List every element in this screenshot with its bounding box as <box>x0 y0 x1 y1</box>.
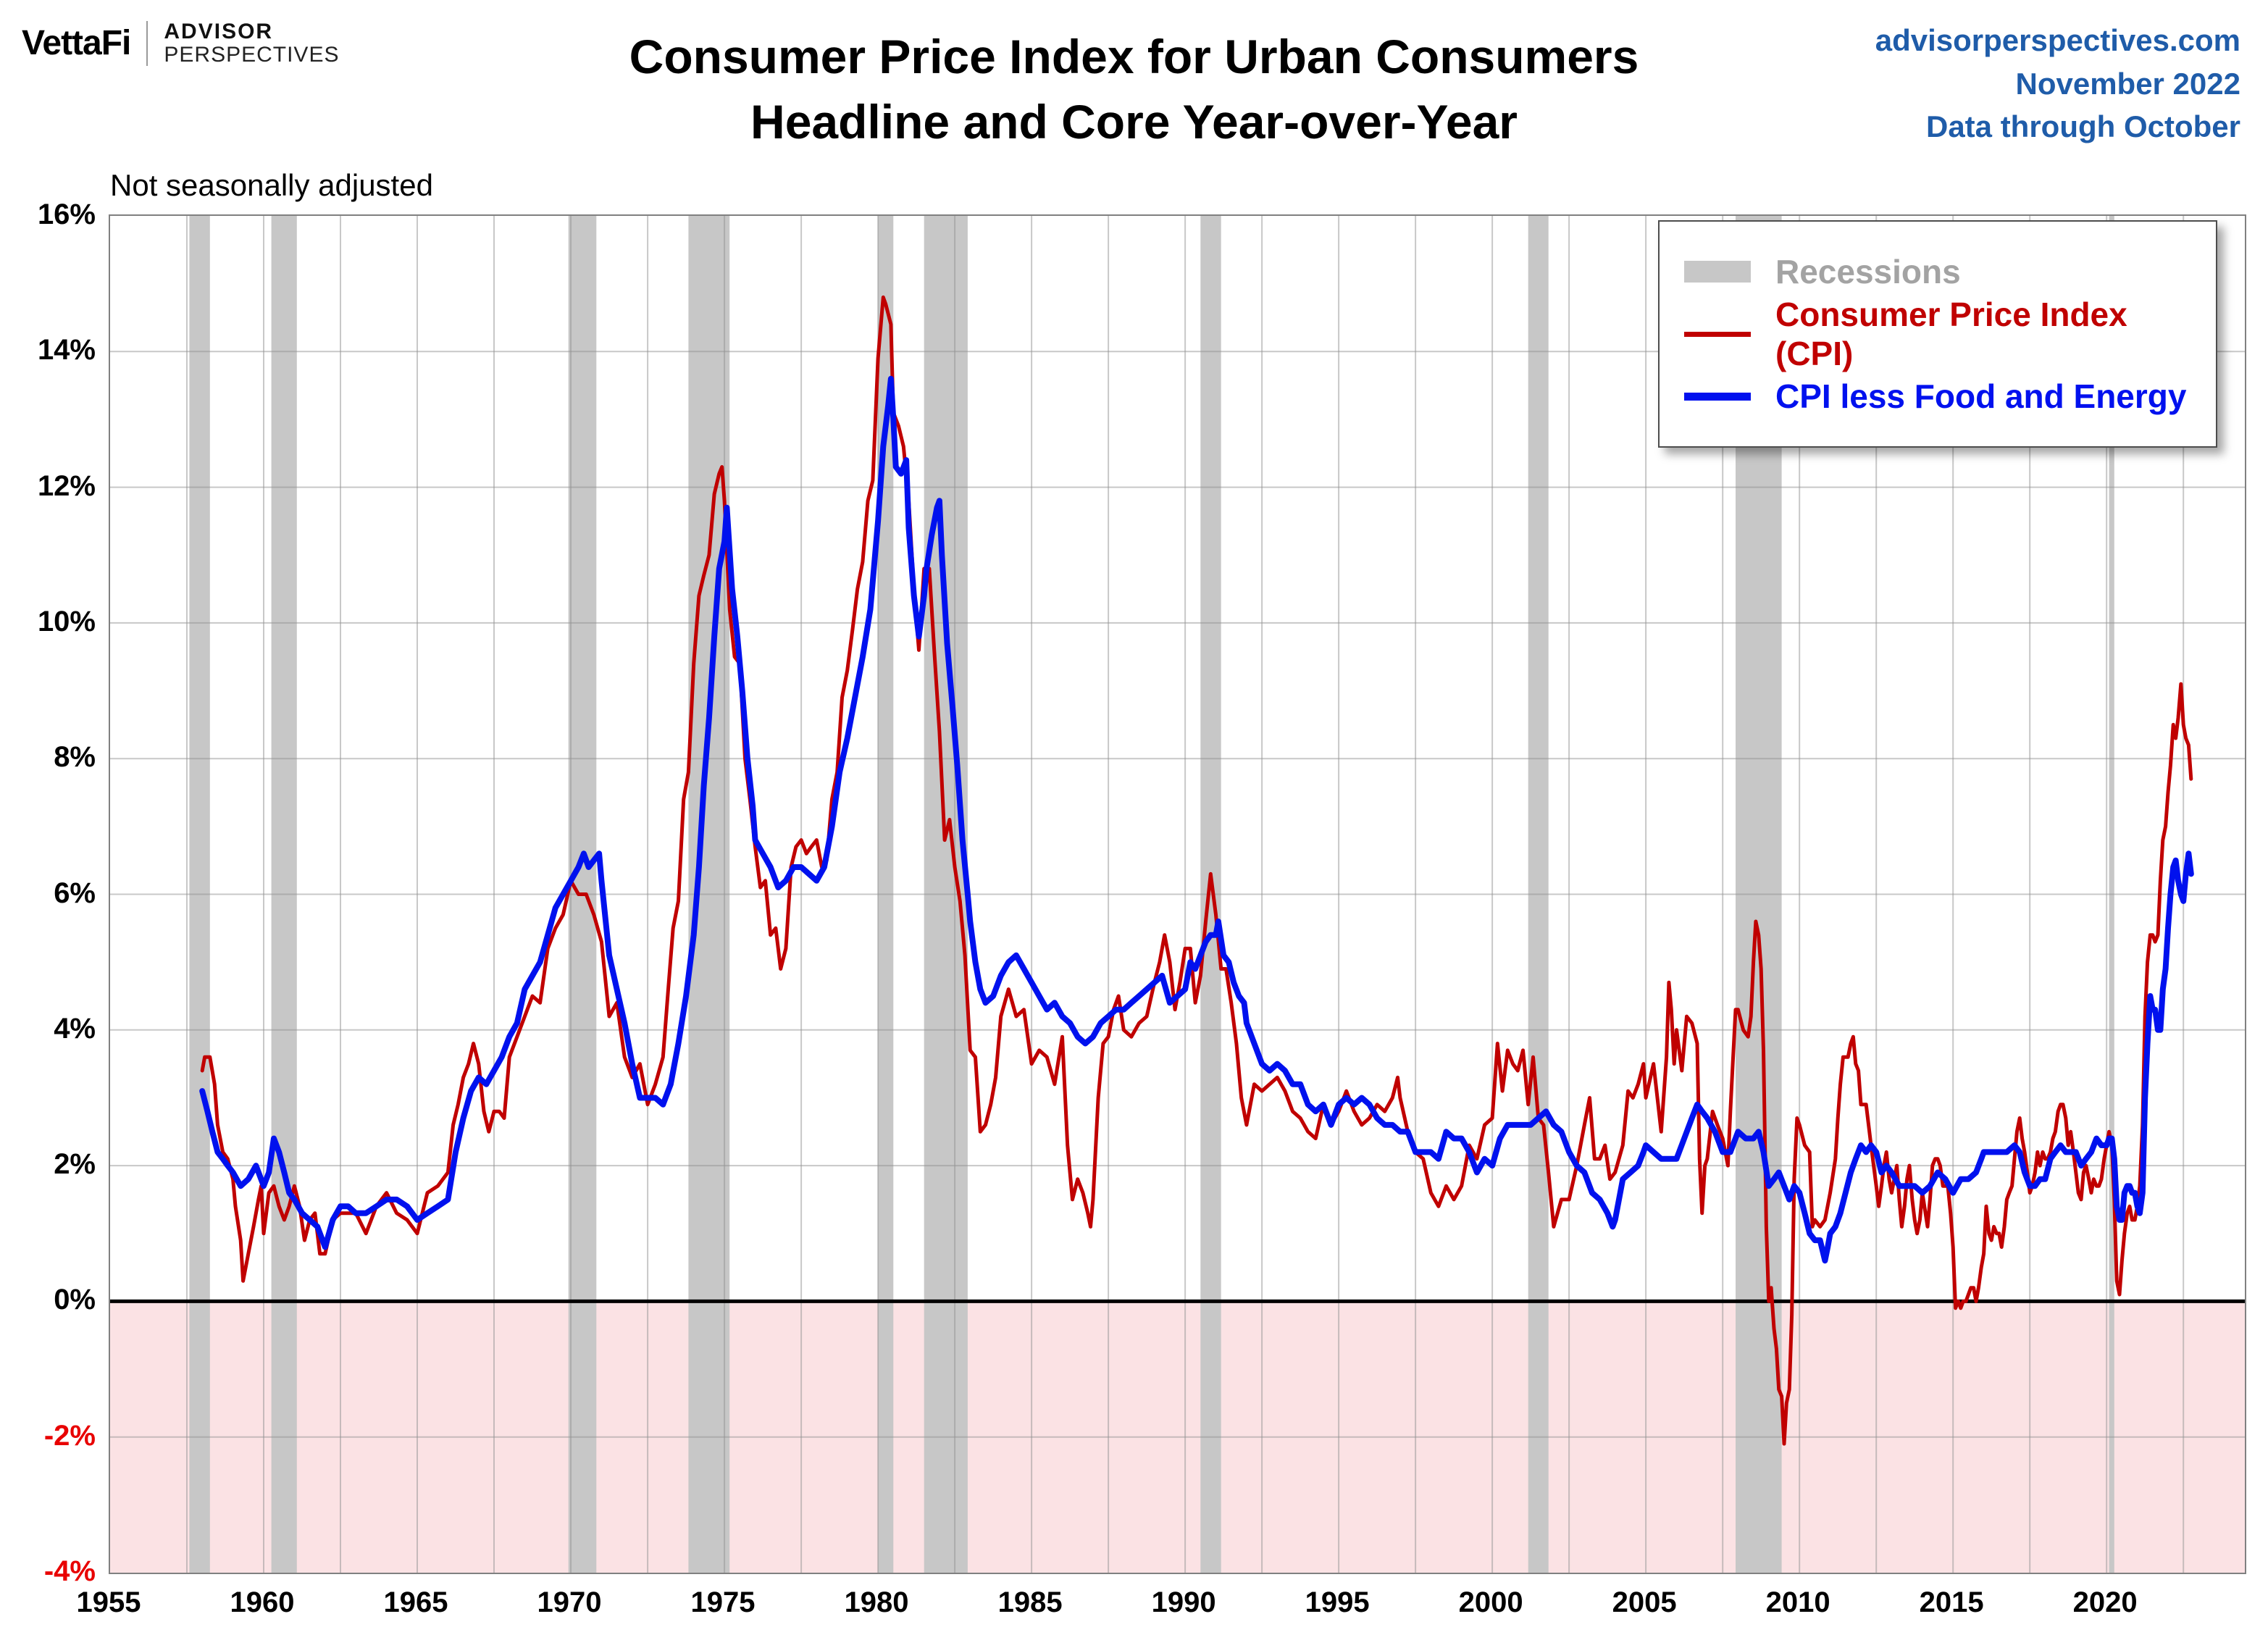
legend-row-cpi: Consumer Price Index (CPI) <box>1684 296 2191 372</box>
chart-title-line1: Consumer Price Index for Urban Consumers <box>629 30 1639 83</box>
source-block: advisorperspectives.com November 2022 Da… <box>1875 19 2240 149</box>
advisor-perspectives-wordmark: ADVISOR PERSPECTIVES <box>164 20 339 66</box>
core-line-swatch-rect <box>1684 392 1751 401</box>
chart-title: Consumer Price Index for Urban Consumers… <box>0 25 2268 155</box>
x-tick-label: 2020 <box>2072 1586 2138 1618</box>
recession-swatch-rect <box>1684 261 1751 283</box>
source-site: advisorperspectives.com <box>1875 23 2240 57</box>
x-tick-label: 1985 <box>997 1586 1063 1618</box>
legend: Recessions Consumer Price Index (CPI) CP… <box>1658 220 2217 448</box>
legend-label-core: CPI less Food and Energy <box>1775 377 2187 415</box>
source-through: Data through October <box>1925 109 2240 144</box>
y-tick-label: 14% <box>37 334 96 367</box>
legend-row-recessions: Recessions <box>1684 240 2191 303</box>
x-tick-label: 1990 <box>1151 1586 1216 1618</box>
y-tick-label: 2% <box>54 1148 96 1181</box>
cpi-line-chart <box>110 216 2245 1573</box>
recession-swatch <box>1684 261 1751 283</box>
wordmark-line1: ADVISOR <box>164 20 274 43</box>
x-tick-label: 1995 <box>1305 1586 1370 1618</box>
x-tick-label: 1965 <box>383 1586 448 1618</box>
legend-label-cpi: Consumer Price Index (CPI) <box>1775 296 2127 372</box>
y-tick-label: -2% <box>43 1419 96 1452</box>
vettafi-logo: VettaFi ADVISOR PERSPECTIVES <box>22 20 339 66</box>
x-tick-label: 1960 <box>230 1586 295 1618</box>
x-tick-label: 1970 <box>537 1586 602 1618</box>
y-tick-label: 8% <box>54 741 96 774</box>
cpi-line-swatch-rect <box>1684 331 1751 337</box>
legend-label-recessions: Recessions <box>1775 253 1961 290</box>
y-tick-label: 0% <box>54 1284 96 1316</box>
y-tick-label: 10% <box>37 605 96 637</box>
x-tick-label: 1975 <box>690 1586 756 1618</box>
chart-title-line2: Headline and Core Year-over-Year <box>750 94 1518 149</box>
not-seasonally-adjusted-note: Not seasonally adjusted <box>110 168 433 202</box>
series-core <box>199 375 2194 1264</box>
y-tick-label: 16% <box>37 198 96 230</box>
logo-divider <box>146 20 148 66</box>
legend-row-core: CPI less Food and Energy <box>1684 365 2191 427</box>
source-date: November 2022 <box>2015 66 2240 101</box>
cpi-line-swatch <box>1684 331 1751 337</box>
brand-name: VettaFi <box>22 24 131 62</box>
x-tick-label: 2005 <box>1612 1586 1677 1618</box>
x-tick-label: 1980 <box>844 1586 909 1618</box>
x-tick-label: 2015 <box>1919 1586 1984 1618</box>
wordmark-line2: PERSPECTIVES <box>164 42 340 67</box>
x-tick-label: 2000 <box>1458 1586 1523 1618</box>
core-line-swatch <box>1684 392 1751 401</box>
y-tick-label: 6% <box>54 877 96 909</box>
x-tick-label: 2010 <box>1765 1586 1830 1618</box>
y-tick-label: -4% <box>43 1555 96 1587</box>
x-tick-label: 1955 <box>76 1586 141 1618</box>
y-tick-label: 4% <box>54 1012 96 1045</box>
y-tick-label: 12% <box>37 469 96 502</box>
series-cpi <box>200 295 2193 1446</box>
